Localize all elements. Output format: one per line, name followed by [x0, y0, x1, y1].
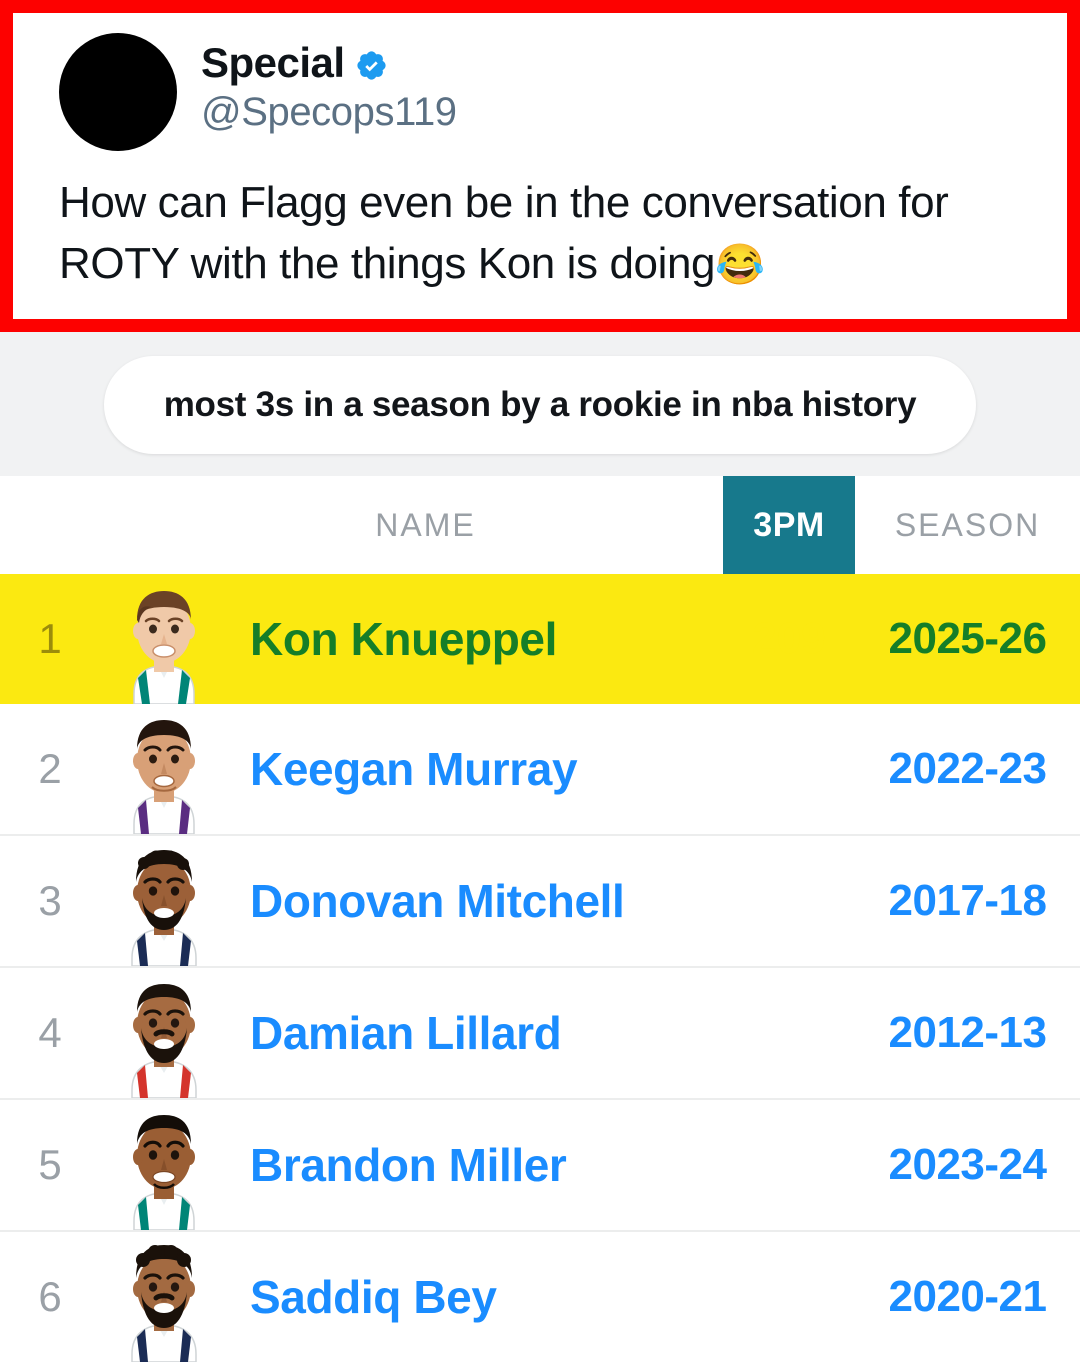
tweet-display-name[interactable]: Special	[201, 39, 345, 86]
header-photo-spacer	[100, 476, 228, 574]
player-avatar-damian-lillard	[100, 968, 228, 1098]
stat-card-section: most 3s in a season by a rookie in nba h…	[0, 332, 1080, 1362]
row-stat-3pm: 187	[752, 876, 826, 925]
row-rank: 3	[38, 877, 62, 924]
search-pill-row: most 3s in a season by a rookie in nba h…	[0, 332, 1080, 476]
table-row[interactable]: 4	[0, 968, 1080, 1100]
table-row[interactable]: 2	[0, 704, 1080, 836]
tweet-header: Special @Specops119	[59, 31, 1043, 151]
row-stat-3pm: 175	[752, 1272, 826, 1321]
row-season: 2022-23	[888, 744, 1047, 793]
row-player-name[interactable]: Brandon Miller	[250, 1139, 567, 1191]
tweet-content: Special @Specops119 How can Flagg even b…	[13, 13, 1067, 319]
header-name[interactable]: NAME	[375, 506, 476, 543]
table-row[interactable]: 1	[0, 574, 1080, 704]
row-player-name[interactable]: Damian Lillard	[250, 1007, 562, 1059]
row-player-name[interactable]: Keegan Murray	[250, 743, 578, 795]
row-season: 2012-13	[888, 1008, 1047, 1057]
tweet-name-row: Special	[201, 39, 457, 86]
tweet-author-block: Special @Specops119	[201, 31, 457, 137]
table-row[interactable]: 5	[0, 1100, 1080, 1232]
tweet-handle[interactable]: @Specops119	[201, 90, 457, 135]
row-player-name[interactable]: Donovan Mitchell	[250, 875, 625, 927]
row-season: 2020-21	[888, 1272, 1047, 1321]
row-stat-3pm: 206	[752, 744, 826, 793]
laughing-emoji-icon: 😂	[715, 242, 765, 287]
row-stat-3pm: 185	[752, 1008, 826, 1057]
row-rank: 1	[38, 615, 62, 662]
row-season: 2017-18	[888, 876, 1047, 925]
row-season: 2025-26	[888, 614, 1047, 663]
row-rank: 2	[38, 745, 62, 792]
tweet-card: Special @Specops119 How can Flagg even b…	[0, 0, 1080, 332]
table-row[interactable]: 3	[0, 836, 1080, 968]
row-rank: 4	[38, 1009, 62, 1056]
row-player-name[interactable]: Saddiq Bey	[250, 1271, 497, 1323]
row-player-name[interactable]: Kon Knueppel	[250, 613, 557, 665]
header-stat-3pm[interactable]: 3PM	[753, 505, 825, 544]
table-header-row: NAME 3PM SEASON	[0, 476, 1080, 574]
player-avatar-kon-knueppel	[100, 574, 228, 704]
tweet-body-string: How can Flagg even be in the conversatio…	[59, 178, 961, 288]
row-stat-3pm: 209	[752, 614, 826, 663]
leaderboard-table: NAME 3PM SEASON 1	[0, 476, 1080, 1362]
table-row[interactable]: 6	[0, 1232, 1080, 1362]
verified-badge-icon	[355, 49, 388, 82]
search-query-text: most 3s in a season by a rookie in nba h…	[163, 385, 917, 424]
player-avatar-brandon-miller	[100, 1100, 228, 1230]
header-season[interactable]: SEASON	[894, 506, 1041, 543]
row-stat-3pm: 184	[752, 1140, 826, 1189]
row-season: 2023-24	[888, 1140, 1047, 1189]
tweet-body-text: How can Flagg even be in the conversatio…	[59, 173, 1043, 294]
avatar[interactable]	[59, 33, 177, 151]
row-rank: 6	[38, 1273, 62, 1320]
player-avatar-saddiq-bey	[100, 1232, 228, 1362]
player-avatar-donovan-mitchell	[100, 836, 228, 966]
player-avatar-keegan-murray	[100, 704, 228, 834]
row-rank: 5	[38, 1141, 62, 1188]
search-input[interactable]: most 3s in a season by a rookie in nba h…	[104, 356, 976, 454]
